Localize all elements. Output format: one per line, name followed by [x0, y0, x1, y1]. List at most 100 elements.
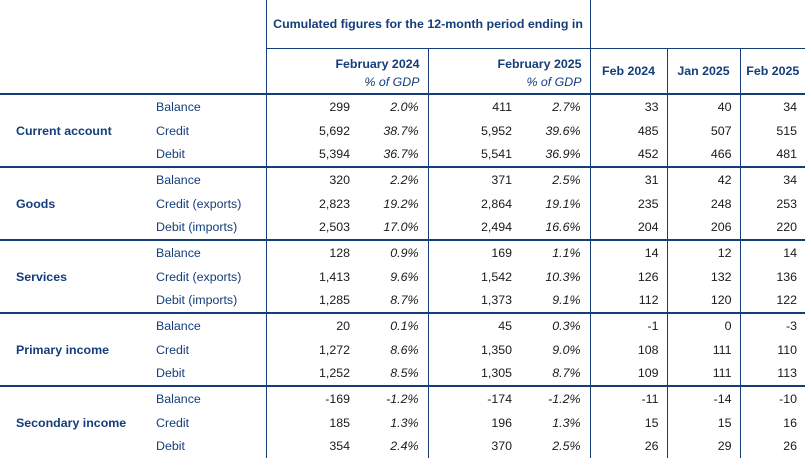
table-body: Current account Balance 299 2.0% 411 2.7% 33 40… — [0, 92, 805, 458]
row-label: Credit (exports) — [156, 269, 242, 284]
month-value-feb-2024: 452 — [589, 142, 668, 168]
value-feb-2024: 1,252 — [265, 361, 358, 387]
value-feb-2025: 196 — [427, 410, 520, 435]
value-feb-2024: 1,285 — [265, 288, 358, 314]
pct-gdp-feb-2024: 17.0% — [383, 220, 419, 235]
value-feb-2024: 354 — [265, 434, 358, 458]
month-value-jan-2025: 466 — [666, 142, 741, 168]
pct-gdp-feb-2025: -1.2% — [520, 385, 591, 411]
value-feb-2025: 411 — [427, 93, 520, 119]
row-label: Balance — [153, 166, 266, 192]
month-value-feb-2024: 109 — [589, 361, 668, 387]
month-value-feb-2025: 110 — [739, 337, 805, 362]
value-feb-2024: 5,692 — [265, 118, 358, 143]
row-label: Balance — [153, 312, 266, 338]
row-label: Balance — [153, 239, 266, 265]
month-value-feb-2025: 14 — [739, 239, 805, 265]
row-label: Credit — [156, 342, 190, 357]
month-value-feb-2025: -3 — [739, 312, 805, 338]
month-value-jan-2025: 15 — [666, 410, 741, 435]
value-feb-2025: 5,541 — [427, 142, 520, 168]
pct-gdp-feb-2024: 8.5% — [390, 366, 419, 381]
pct-gdp-feb-2024: 8.7% — [390, 293, 419, 308]
month-value-feb-2025: 16 — [739, 410, 805, 435]
month-value-jan-2025: 42 — [666, 166, 741, 192]
month-value-jan-2025: 132 — [666, 264, 741, 289]
month-value-feb-2024: 31 — [589, 166, 668, 192]
value-feb-2024: 320 — [265, 166, 358, 192]
table-row: Credit (exports) 1,413 9.6% 1,542 10.3% 126 13… — [0, 264, 805, 289]
table-row: Debit (imports) 2,503 17.0% 2,494 16.6% 204 20… — [0, 215, 805, 241]
month-value-feb-2024: 112 — [589, 288, 668, 314]
month-value-jan-2025: 29 — [666, 434, 741, 458]
pct-gdp-feb-2024: 2.0% — [358, 93, 428, 119]
table-row: Services Balance 128 0.9% 169 1.1% 14 12 14 — [0, 239, 805, 314]
month-value-feb-2025: 481 — [739, 142, 805, 168]
table-header: Cumulated figures for the 12-month perio… — [0, 0, 805, 95]
value-feb-2024: 128 — [265, 239, 358, 265]
pct-gdp-feb-2024: 36.7% — [383, 147, 419, 162]
table-row: Debit 354 2.4% 370 2.5% 26 29 26 — [0, 434, 805, 458]
pct-gdp-feb-2024: 2.2% — [358, 166, 428, 192]
period-header-feb-2024: February 2024 — [265, 48, 428, 71]
row-label: Debit (imports) — [156, 220, 238, 235]
value-feb-2024: 185 — [265, 410, 358, 435]
pct-gdp-feb-2025: 39.6% — [545, 123, 581, 138]
row-label: Debit — [156, 366, 185, 381]
month-value-feb-2025: 136 — [739, 264, 805, 289]
cumulated-figures-header: Cumulated figures for the 12-month perio… — [265, 0, 591, 49]
row-label: Credit (exports) — [156, 196, 242, 211]
table-row: Credit (exports) 2,823 19.2% 2,864 19.1% 235 2… — [0, 191, 805, 216]
table-row: Goods Balance 320 2.2% 371 2.5% 31 42 34 — [0, 166, 805, 241]
pct-gdp-feb-2025: 8.7% — [552, 366, 581, 381]
month-value-feb-2025: 220 — [739, 215, 805, 241]
table-row: Debit (imports) 1,285 8.7% 1,373 9.1% 112 120 1… — [0, 288, 805, 314]
value-feb-2025: 1,373 — [427, 288, 520, 314]
month-value-feb-2024: 235 — [589, 191, 668, 216]
month-value-feb-2024: 33 — [589, 93, 668, 119]
value-feb-2025: 45 — [427, 312, 520, 338]
table-row: Debit 1,252 8.5% 1,305 8.7% 109 111 113 — [0, 361, 805, 387]
row-label: Debit — [156, 147, 185, 162]
month-value-jan-2025: 12 — [666, 239, 741, 265]
month-header-jan-2025: Jan 2025 — [666, 48, 741, 95]
section-label-services: Services — [0, 239, 153, 314]
section-label-current-account: Current account — [0, 92, 153, 168]
value-feb-2024: 299 — [265, 93, 358, 119]
pct-header-spacer-2025 — [427, 71, 520, 95]
table-row: Secondary income Balance -169 -1.2% -174 -1.2… — [0, 385, 805, 458]
pct-gdp-feb-2025: 19.1% — [545, 196, 581, 211]
header-blank-corner — [0, 0, 266, 95]
pct-gdp-feb-2025: 9.1% — [552, 293, 581, 308]
month-value-feb-2024: -11 — [589, 385, 668, 411]
month-value-feb-2025: 253 — [739, 191, 805, 216]
pct-gdp-feb-2024: 8.6% — [390, 342, 419, 357]
value-feb-2024: 5,394 — [265, 142, 358, 168]
value-feb-2025: 1,305 — [427, 361, 520, 387]
value-feb-2025: 169 — [427, 239, 520, 265]
month-value-feb-2025: 122 — [739, 288, 805, 314]
period-header-feb-2025: February 2025 — [427, 48, 591, 71]
month-value-jan-2025: 120 — [666, 288, 741, 314]
pct-gdp-feb-2024: 0.9% — [358, 239, 428, 265]
pct-gdp-feb-2025: 2.5% — [552, 439, 581, 454]
month-value-feb-2025: 34 — [739, 93, 805, 119]
table-row: Credit 5,692 38.7% 5,952 39.6% 485 507 515 — [0, 118, 805, 143]
month-value-feb-2024: 26 — [589, 434, 668, 458]
value-feb-2025: 371 — [427, 166, 520, 192]
value-feb-2025: 1,542 — [427, 264, 520, 289]
table-row: Credit 185 1.3% 196 1.3% 15 15 16 — [0, 410, 805, 435]
month-value-feb-2025: 26 — [739, 434, 805, 458]
table-row: Credit 1,272 8.6% 1,350 9.0% 108 111 110 — [0, 337, 805, 362]
pct-gdp-feb-2025: 1.1% — [520, 239, 591, 265]
month-header-feb-2025: Feb 2025 — [739, 48, 805, 95]
value-feb-2025: 5,952 — [427, 118, 520, 143]
pct-gdp-feb-2025: 2.7% — [520, 93, 591, 119]
row-label: Credit — [156, 123, 190, 138]
row-label: Balance — [153, 385, 266, 411]
month-value-feb-2024: 108 — [589, 337, 668, 362]
value-feb-2024: 2,503 — [265, 215, 358, 241]
value-feb-2024: -169 — [265, 385, 358, 411]
pct-gdp-feb-2025: 1.3% — [552, 415, 581, 430]
pct-gdp-feb-2025: 2.5% — [520, 166, 591, 192]
